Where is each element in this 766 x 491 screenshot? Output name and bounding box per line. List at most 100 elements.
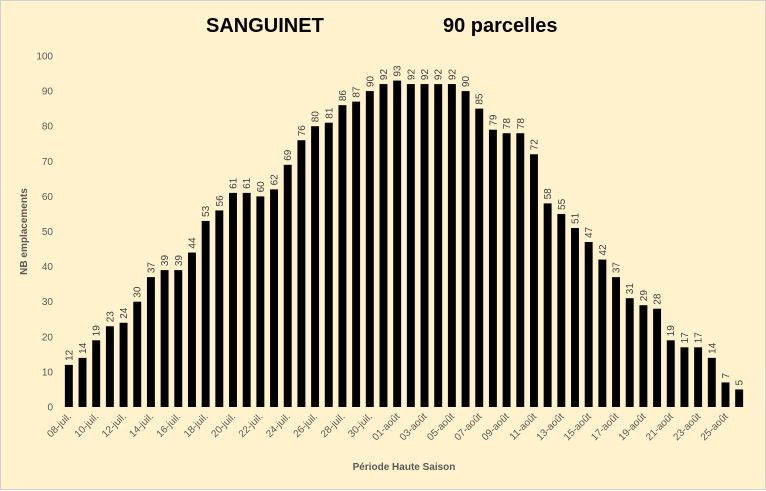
data-label: 17 [694, 332, 705, 344]
bar [598, 259, 607, 407]
bar [571, 227, 579, 407]
chart-title: SANGUINET [206, 15, 324, 37]
bar [557, 213, 566, 407]
data-label: 90 [461, 76, 472, 88]
bar [502, 133, 511, 407]
bars [64, 80, 744, 408]
y-tick-label: 20 [42, 332, 54, 343]
x-tick-label: 12-juil. [100, 411, 129, 440]
bar [612, 277, 621, 407]
bar [133, 301, 142, 407]
data-label: 7 [721, 372, 732, 378]
data-label: 90 [365, 76, 376, 88]
chart-subtitle: 90 parcelles [443, 15, 558, 37]
bar [461, 91, 470, 407]
data-label: 61 [242, 177, 253, 189]
data-label: 42 [598, 244, 609, 256]
bar [187, 252, 196, 407]
data-label: 5 [735, 379, 746, 385]
data-label: 53 [201, 205, 212, 217]
data-label: 78 [502, 118, 513, 130]
bar [447, 84, 456, 407]
x-tick-label: 05-août [425, 411, 457, 443]
data-label: 81 [324, 107, 335, 119]
bar [707, 357, 716, 407]
data-label: 69 [283, 149, 294, 161]
bar [365, 91, 374, 407]
data-label: 51 [571, 212, 582, 224]
bar [324, 122, 333, 407]
y-tick-label: 60 [42, 192, 54, 203]
bar [420, 84, 429, 407]
bar [516, 133, 525, 407]
data-label: 17 [680, 332, 691, 344]
y-tick-label: 30 [42, 297, 54, 308]
data-label: 28 [653, 293, 664, 305]
y-tick-label: 90 [42, 87, 54, 98]
bar [475, 108, 484, 408]
data-label: 55 [557, 198, 568, 210]
bar [529, 154, 538, 407]
data-label: 72 [529, 139, 540, 151]
data-label: 14 [78, 342, 89, 354]
bar [639, 305, 648, 407]
bar [379, 84, 388, 407]
bar [680, 347, 689, 407]
data-label: 12 [64, 349, 75, 361]
x-axis: 08-juil.10-juil.12-juil.14-juil.16-juil.… [45, 411, 730, 443]
x-tick-label: 01-août [371, 411, 403, 443]
x-tick-label: 28-juil. [319, 411, 348, 440]
data-label: 24 [119, 307, 130, 319]
bar [543, 203, 552, 407]
bar [653, 308, 662, 407]
data-label: 78 [516, 118, 527, 130]
bar [174, 270, 183, 407]
data-label: 79 [488, 114, 499, 126]
bar [229, 192, 237, 407]
data-label: 19 [92, 325, 103, 337]
bar [584, 242, 593, 407]
bar [215, 210, 224, 407]
x-tick-label: 13-août [535, 411, 567, 443]
bar [297, 140, 306, 408]
data-label: 61 [229, 177, 240, 189]
bar [735, 389, 744, 407]
x-tick-label: 17-août [589, 411, 621, 443]
bar [721, 382, 730, 407]
bar [160, 270, 169, 407]
x-tick-label: 23-août [671, 411, 703, 443]
x-tick-label: 25-août [699, 411, 731, 443]
data-label: 86 [338, 90, 349, 102]
bar [488, 129, 497, 407]
data-label: 93 [393, 65, 404, 77]
x-tick-label: 24-juil. [264, 411, 293, 440]
x-tick-label: 09-août [480, 411, 512, 443]
bar [406, 84, 415, 407]
bar [434, 84, 443, 407]
data-label: 39 [174, 255, 185, 267]
data-label: 56 [215, 195, 226, 207]
y-tick-label: 0 [47, 403, 53, 414]
data-label: 39 [160, 255, 171, 267]
x-tick-label: 14-juil. [127, 411, 156, 440]
data-label: 92 [434, 69, 445, 81]
y-tick-label: 100 [36, 52, 53, 63]
x-tick-label: 08-juil. [45, 411, 74, 440]
x-tick-label: 10-juil. [73, 411, 102, 440]
x-tick-label: 21-août [644, 411, 676, 443]
x-tick-label: 19-août [617, 411, 649, 443]
bar [283, 164, 292, 407]
x-tick-label: 18-juil. [182, 411, 211, 440]
x-tick-label: 20-juil. [210, 411, 239, 440]
data-label: 44 [187, 237, 198, 249]
bar [352, 101, 361, 407]
bar [201, 220, 210, 407]
x-tick-label: 03-août [398, 411, 430, 443]
data-label: 30 [133, 286, 144, 298]
data-label: 31 [625, 283, 636, 295]
bar [92, 340, 101, 407]
bar [694, 347, 703, 407]
